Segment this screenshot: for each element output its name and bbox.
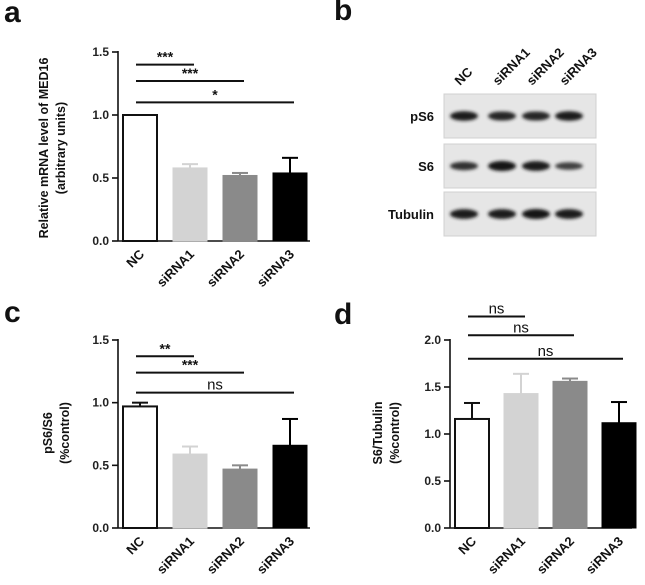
blot-band — [522, 209, 550, 219]
bar-sirna2 — [222, 468, 258, 529]
blot-band — [488, 161, 516, 171]
bar-nc — [122, 405, 158, 529]
lane-label-nc: NC — [452, 64, 476, 88]
category-label-sirna3: siRNA3 — [254, 247, 297, 290]
blot-band — [522, 111, 550, 121]
blot-band — [522, 161, 550, 171]
y-axis-label: pS6/S6 — [41, 412, 55, 454]
bar-sirna3 — [601, 422, 637, 529]
y-tick-label: 0.0 — [92, 521, 109, 535]
blot-band — [555, 209, 583, 219]
significance-label: * — [212, 86, 218, 102]
panel-letter-d: d — [334, 298, 353, 331]
blot-row-label-ps6: pS6 — [410, 109, 434, 124]
chart-panel-d: 0.00.51.01.52.0S6/Tubulin (%control)NC siR… — [371, 301, 637, 577]
category-label-sirna2: siRNA2 — [204, 534, 247, 577]
y-tick-label: 1.5 — [424, 380, 441, 394]
significance-label: ns — [513, 319, 529, 336]
significance-label: *** — [157, 49, 174, 65]
blot-band — [450, 161, 478, 171]
bar-sirna3 — [272, 444, 308, 529]
category-label-sirna2: siRNA2 — [534, 534, 577, 577]
blot-band — [488, 111, 516, 121]
y-tick-label: 1.0 — [92, 396, 109, 410]
y-axis-label: S6/Tubulin — [371, 402, 385, 465]
significance-label: *** — [182, 65, 199, 81]
y-tick-label: 0.0 — [424, 521, 441, 535]
significance-label: *** — [182, 357, 199, 373]
category-label-nc: NC — [123, 246, 147, 270]
y-tick-label: 1.0 — [424, 427, 441, 441]
chart-panel-a: 0.0 0.5 1.0 1.5 Relative mRNA level of MED16… — [37, 45, 310, 290]
lane-label-sirna3: siRNA3 — [557, 45, 600, 88]
blot-band — [450, 111, 478, 121]
bar-sirna1 — [503, 393, 539, 529]
y-tick-label: 2.0 — [424, 333, 441, 347]
y-axis-label: (arbitrary units) — [54, 102, 68, 194]
panel-letter-a: a — [4, 0, 21, 29]
bar-nc — [122, 114, 158, 242]
panel-letter-c: c — [4, 296, 21, 329]
bar-nc — [454, 417, 490, 529]
category-label-nc: NC — [455, 533, 479, 557]
y-axis-label: (%control) — [388, 402, 402, 464]
category-label-sirna1: siRNA1 — [154, 247, 197, 290]
bar-sirna1 — [172, 167, 208, 242]
bar-sirna1 — [172, 453, 208, 529]
category-label-sirna1: siRNA1 — [485, 534, 528, 577]
blot-band — [488, 209, 516, 219]
category-label-sirna3: siRNA3 — [254, 534, 297, 577]
blot-band — [555, 111, 583, 121]
y-tick-label: 0.5 — [424, 474, 441, 488]
significance-label: ns — [538, 343, 554, 360]
y-tick-label: 1.5 — [92, 45, 109, 59]
y-axis-label: Relative mRNA level of MED16 — [37, 58, 51, 239]
significance-label: ns — [207, 377, 223, 394]
panel-letter-b: b — [334, 0, 353, 27]
category-label-sirna2: siRNA2 — [204, 247, 247, 290]
y-tick-label: 1.5 — [92, 333, 109, 347]
significance-label: ** — [160, 340, 171, 356]
category-label-nc: NC — [123, 533, 147, 557]
y-tick-label: 0.5 — [92, 458, 109, 472]
blot-band — [555, 162, 583, 170]
bar-sirna2 — [222, 174, 258, 242]
y-tick-label: 0.5 — [92, 171, 109, 185]
y-tick-label: 0.0 — [92, 234, 109, 248]
blot-band — [450, 209, 478, 219]
bar-sirna3 — [272, 172, 308, 242]
blot-row-label-s6: S6 — [418, 159, 434, 174]
category-label-sirna1: siRNA1 — [154, 534, 197, 577]
blot-row-label-tubulin: Tubulin — [388, 207, 434, 222]
y-axis-label: (%control) — [58, 402, 72, 464]
y-tick-label: 1.0 — [92, 108, 109, 122]
category-label-sirna3: siRNA3 — [583, 534, 626, 577]
bar-sirna2 — [552, 380, 588, 529]
significance-label: ns — [489, 301, 505, 318]
